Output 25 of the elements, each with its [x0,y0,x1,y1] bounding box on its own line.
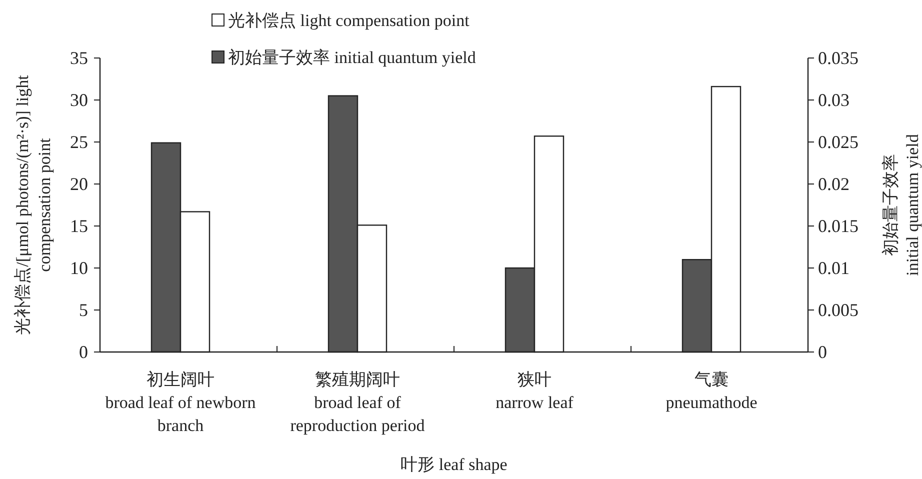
y-tick-label: 35 [70,48,88,68]
y-tick-label: 10 [70,258,88,278]
x-tick-label: 初生阔叶 broad leaf of newborn branch [105,370,256,435]
x-tick-label: 气囊 pneumathode [666,370,758,412]
y-tick-label: 15 [70,216,88,236]
y2-tick-label: 0.035 [818,48,858,68]
y-tick-label: 5 [79,300,88,320]
y2-tick-label: 0.025 [818,132,858,152]
legend-label: 初始量子效率 initial quantum yield [228,48,476,67]
legend-label: 光补偿点 light compensation point [228,11,470,30]
x-axis-title: 叶形 leaf shape [400,455,508,474]
y-tick-label: 30 [70,90,88,110]
y-axis-title: 光补偿点/[μmol photons/(m²·s)] light compensation point [13,74,54,335]
y2-axis-title: 初始量子效率 initial quantum yield [881,134,922,276]
y2-tick-label: 0.005 [818,300,858,320]
y2-tick-label: 0 [818,342,827,362]
y-tick-label: 25 [70,132,88,152]
y2-tick-label: 0.01 [818,258,850,278]
y-tick-label: 0 [79,342,88,362]
y-tick-label: 20 [70,174,88,194]
x-tick-label: 狭叶 narrow leaf [496,370,574,412]
y2-tick-label: 0.03 [818,90,850,110]
y2-tick-label: 0.02 [818,174,850,194]
y2-tick-label: 0.015 [818,216,858,236]
x-tick-label: 繁殖期阔叶 broad leaf of reproduction period [290,370,426,435]
